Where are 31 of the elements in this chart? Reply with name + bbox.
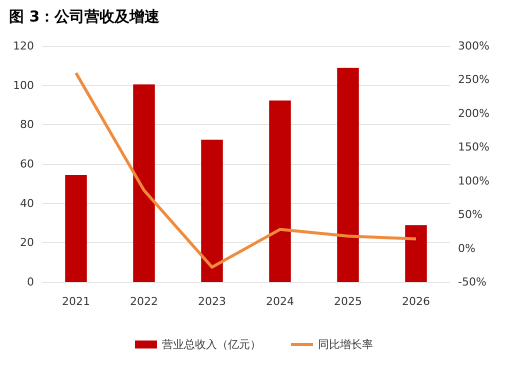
x-tick-label: 2021 (62, 295, 90, 308)
bar (337, 68, 359, 282)
x-tick-label: 2025 (334, 295, 362, 308)
y2-tick-label: 150% (458, 140, 490, 154)
legend-label: 同比增长率 (318, 338, 373, 351)
y-tick-label: 60 (20, 158, 34, 170)
x-tick-label: 2026 (402, 295, 430, 308)
y-tick-label: 100 (13, 78, 34, 92)
y-tick-label: 0 (27, 276, 34, 288)
y-tick-label: 120 (13, 40, 34, 52)
bar (65, 175, 87, 282)
bar (133, 84, 155, 282)
x-tick-label: 2022 (130, 295, 158, 308)
legend-label: 营业总收入（亿元） (162, 338, 261, 351)
line-series (74, 71, 418, 269)
y2-tick-label: 100% (458, 174, 490, 188)
bar (201, 140, 223, 282)
x-tick-label: 2023 (198, 295, 226, 308)
chart-title: 图 3：公司营收及增速 (9, 8, 161, 26)
bar (405, 225, 427, 282)
bar (269, 100, 291, 282)
y-tick-label: 20 (20, 236, 34, 250)
x-tick-label: 2024 (266, 295, 294, 308)
y2-tick-label: 250% (458, 73, 490, 86)
y2-tick-label: 50% (458, 208, 482, 222)
y2-tick-label: -50% (458, 276, 486, 288)
y2-tick-label: 0% (458, 242, 476, 255)
y2-tick-label: 300% (458, 40, 490, 52)
y-tick-label: 40 (20, 196, 34, 210)
y2-tick-label: 200% (458, 106, 490, 120)
y-tick-label: 80 (20, 118, 34, 132)
